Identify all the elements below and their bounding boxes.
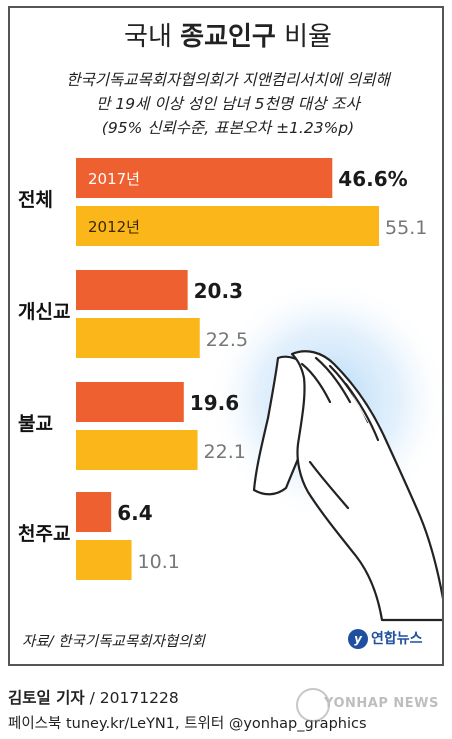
bar-orange bbox=[76, 270, 188, 310]
subtitle-line-3: (95% 신뢰수준, 표본오차 ±1.23%p) bbox=[101, 119, 355, 137]
author-credit: 김토일 기자 / 20171228 bbox=[8, 686, 179, 708]
praying-hands-illustration bbox=[206, 278, 442, 622]
category-label: 개신교 bbox=[18, 301, 70, 323]
watermark-text: YONHAP NEWS bbox=[324, 696, 439, 711]
source-note: 자료/ 한국기독교목회자협의회 bbox=[22, 634, 205, 650]
chart-panel: 국내 종교인구 비율 한국기독교목회자협의회가 지앤컴리서치에 의뢰해 만 19… bbox=[8, 6, 444, 666]
data-label: 46.6% bbox=[338, 167, 407, 191]
subtitle-line-2: 만 19세 이상 성인 남녀 5천명 대상 조사 bbox=[96, 95, 360, 113]
yonhap-logo-text: 연합뉴스 bbox=[371, 631, 423, 647]
author-name: 김토일 기자 bbox=[8, 689, 85, 707]
yonhap-logo-icon: y bbox=[348, 629, 368, 649]
yonhap-watermark: YONHAP NEWS bbox=[296, 684, 446, 724]
data-label: 20.3 bbox=[194, 279, 243, 303]
bar-yellow bbox=[76, 430, 198, 470]
bar-orange bbox=[76, 158, 333, 198]
legend-label: 2012년 bbox=[88, 218, 140, 236]
data-label: 19.6 bbox=[190, 391, 239, 415]
social-links: 페이스북 tuney.kr/LeYN1, 트위터 @yonhap_graphic… bbox=[8, 716, 367, 732]
yonhap-logo: y 연합뉴스 bbox=[348, 628, 423, 649]
data-label: 6.4 bbox=[117, 501, 152, 525]
title-prefix: 국내 bbox=[124, 22, 172, 52]
data-label: 22.5 bbox=[206, 329, 248, 351]
legend-label: 2017년 bbox=[88, 170, 140, 188]
data-label: 55.1 bbox=[385, 217, 427, 239]
data-label: 10.1 bbox=[138, 551, 180, 573]
page-title: 국내 종교인구 비율 bbox=[10, 16, 442, 53]
category-label: 천주교 bbox=[18, 523, 70, 545]
bar-orange bbox=[76, 492, 112, 532]
bar-yellow bbox=[76, 206, 380, 246]
title-suffix: 비율 bbox=[284, 22, 332, 52]
category-label: 전체 bbox=[18, 189, 53, 211]
watermark-circle-icon bbox=[296, 688, 330, 722]
bar-orange bbox=[76, 382, 184, 422]
bar-yellow bbox=[76, 540, 132, 580]
credit-date: / 20171228 bbox=[89, 689, 179, 707]
data-label: 22.1 bbox=[204, 441, 246, 463]
subtitle-line-1: 한국기독교목회자협의회가 지앤컴리서치에 의뢰해 bbox=[66, 71, 390, 89]
bar-yellow bbox=[76, 318, 200, 358]
category-label: 불교 bbox=[18, 413, 53, 435]
title-strong: 종교인구 bbox=[180, 22, 276, 52]
